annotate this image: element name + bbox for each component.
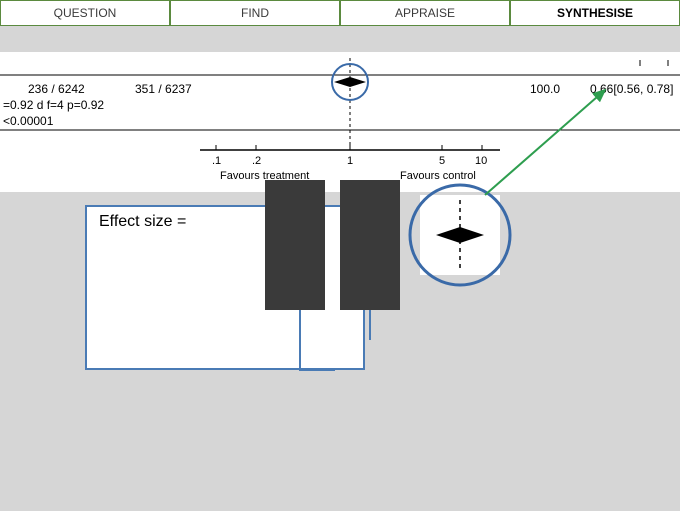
tick-3: 1 — [347, 155, 353, 167]
zoom-inset — [420, 195, 500, 275]
effect-estimate: 0.66[0.56, 0.78] — [590, 82, 673, 96]
tick-1: .1 — [212, 155, 221, 167]
effect-size-label: Effect size = — [99, 213, 186, 231]
forest-plot-panel: 236 / 6242 351 / 6237 100.0 0.66[0.56, 0… — [0, 52, 680, 192]
tick-2: .2 — [252, 155, 261, 167]
tab-appraise[interactable]: APPRAISE — [340, 0, 510, 26]
occlusion-block-2 — [340, 180, 400, 310]
overall-p: <0.00001 — [3, 114, 53, 128]
weight-pct: 100.0 — [530, 82, 560, 96]
tab-find[interactable]: FIND — [170, 0, 340, 26]
events-control: 351 / 6237 — [135, 82, 192, 96]
occlusion-block-1 — [265, 180, 325, 310]
tab-bar: QUESTION FIND APPRAISE SYNTHESISE — [0, 0, 680, 26]
tick-4: 5 — [439, 155, 445, 167]
tab-question[interactable]: QUESTION — [0, 0, 170, 26]
axis-label-right: Favours control — [400, 170, 476, 182]
tick-5: 10 — [475, 155, 487, 167]
tab-synthesise[interactable]: SYNTHESISE — [510, 0, 680, 26]
events-treatment: 236 / 6242 — [28, 82, 85, 96]
heterogeneity-stat: =0.92 d f=4 p=0.92 — [3, 98, 104, 112]
